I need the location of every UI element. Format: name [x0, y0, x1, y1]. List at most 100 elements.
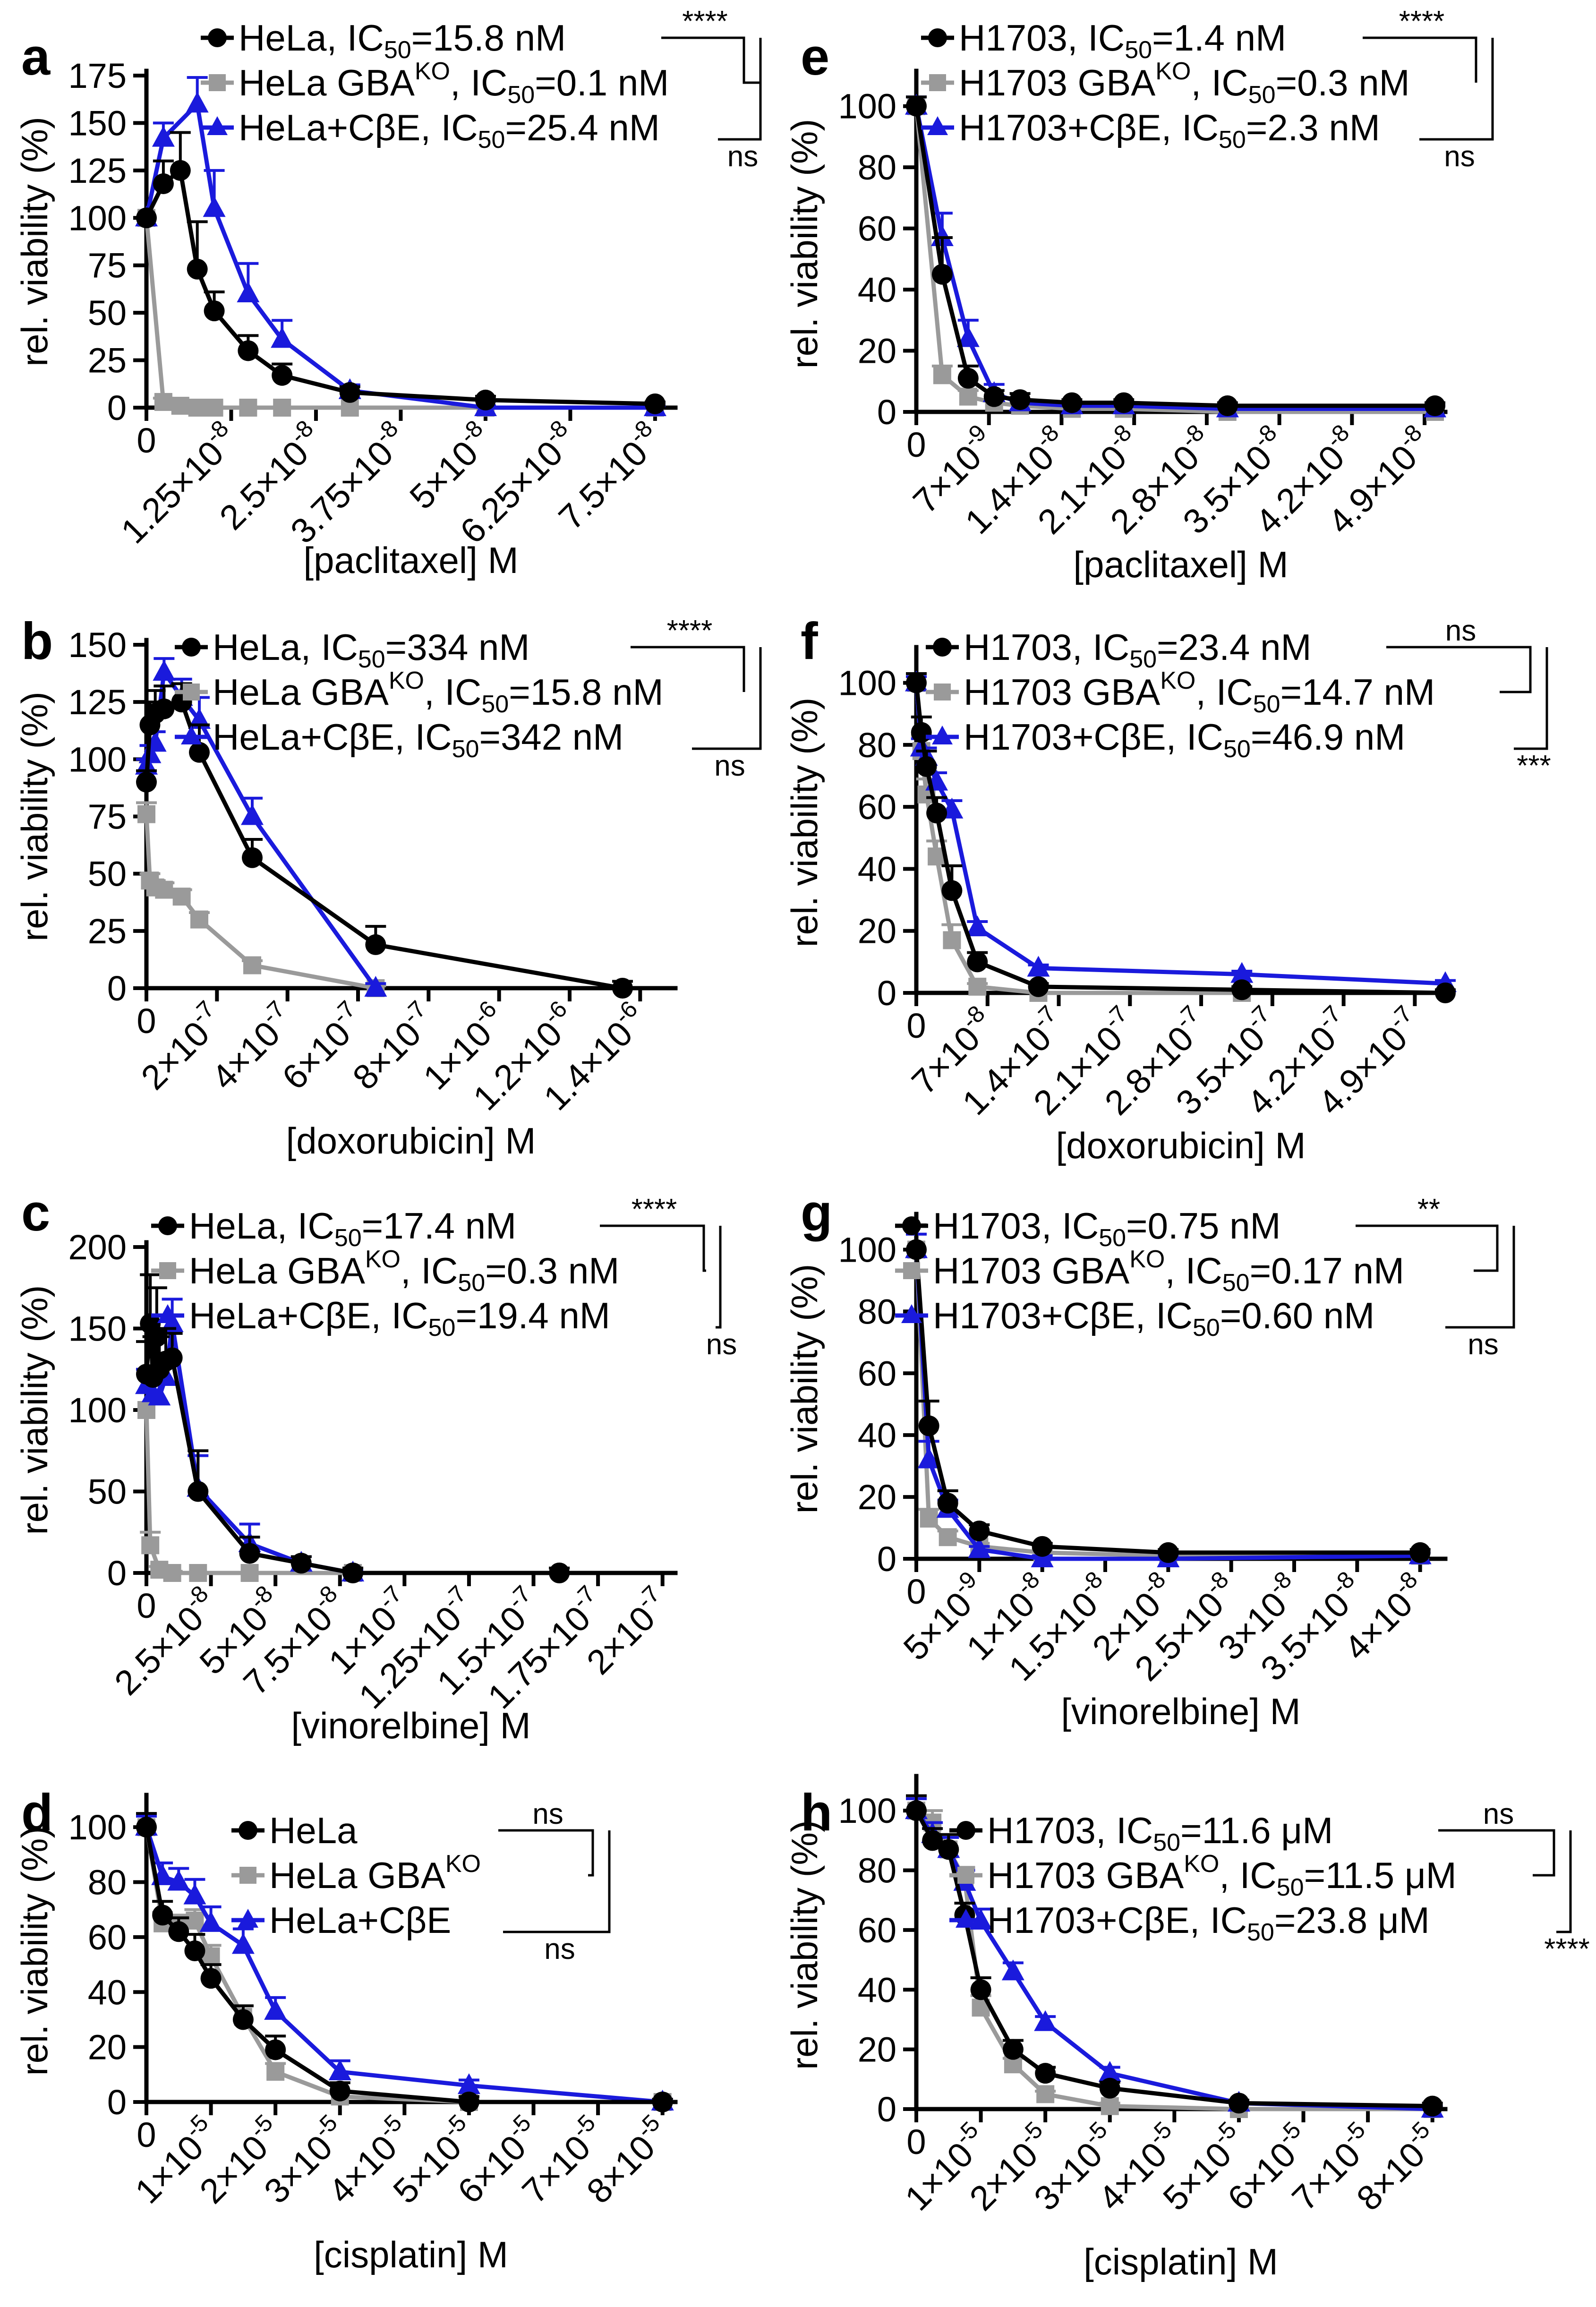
y-axis-title: rel. viability (%)	[784, 698, 825, 948]
data-point	[240, 1564, 259, 1582]
legend-marker	[933, 638, 952, 657]
x-tick-label: 0	[906, 425, 926, 464]
legend-label: H1703, IC50=0.75 nM	[933, 1205, 1280, 1252]
legend-marker	[934, 684, 951, 701]
data-point	[906, 672, 927, 693]
series-line	[144, 1321, 560, 1575]
data-point	[231, 1933, 255, 1954]
y-tick-label: 175	[68, 56, 127, 95]
y-tick-label: 80	[858, 726, 896, 765]
y-tick-label: 20	[858, 912, 896, 951]
y-tick-label: 100	[68, 740, 127, 779]
data-point	[1425, 395, 1446, 417]
legend-marker	[209, 74, 226, 91]
significance-label: ****	[682, 5, 728, 38]
legend-label: HeLa GBAKO, IC50=0.3 nM	[189, 1246, 619, 1297]
legend-marker	[929, 74, 946, 91]
data-point	[906, 1239, 927, 1260]
data-point	[1001, 1959, 1024, 1981]
panel-c: c05010015020002.5×10-85×10-87.5×10-81×10…	[14, 1184, 737, 1746]
tick-mantissa: 0	[137, 1586, 156, 1625]
panel-letter: b	[21, 612, 53, 670]
y-tick-label: 40	[858, 1416, 896, 1455]
y-tick-label: 100	[838, 1230, 896, 1269]
data-point	[264, 1999, 287, 2020]
data-point	[365, 934, 386, 955]
legend-label: HeLa GBAKO, IC50=0.1 nM	[239, 58, 669, 109]
series-H1703	[906, 1794, 1443, 2117]
legend-text: =2.3 nM	[1246, 107, 1380, 148]
y-tick-label: 100	[68, 1391, 127, 1430]
legend-superscript: KO	[1155, 58, 1191, 85]
data-point	[171, 396, 189, 415]
data-point	[1113, 392, 1135, 413]
y-axis-title: rel. viability (%)	[14, 692, 55, 941]
legend-text: , IC	[450, 62, 507, 103]
series-HeLa	[136, 1812, 673, 2112]
y-tick-label: 20	[858, 1478, 896, 1517]
y-tick-label: 25	[88, 341, 127, 380]
data-point	[652, 2092, 673, 2112]
significance-label: **	[1417, 1193, 1440, 1226]
data-point	[189, 742, 210, 763]
y-tick-label: 25	[88, 912, 127, 951]
data-point	[475, 389, 496, 410]
y-tick-label: 125	[68, 683, 127, 722]
legend-marker	[208, 28, 227, 47]
y-tick-label: 60	[858, 787, 896, 827]
significance-label: ****	[632, 1193, 677, 1226]
y-axis-title: rel. viability (%)	[14, 1826, 55, 2076]
legend-subscript: 50	[1222, 1269, 1250, 1297]
legend-text: =334 nM	[385, 626, 530, 668]
legend-text: HeLa	[269, 1810, 358, 1851]
data-point	[243, 956, 261, 974]
bracket-line	[503, 1830, 611, 1933]
significance-brackets: **** ns	[600, 1193, 737, 1361]
tick-mantissa: 0	[906, 2122, 926, 2162]
legend-marker	[183, 684, 200, 701]
data-point	[141, 1536, 160, 1555]
y-axis-title: rel. viability (%)	[784, 119, 825, 369]
bracket-line	[1445, 1226, 1515, 1329]
legend-text: , IC	[1191, 62, 1248, 103]
data-point	[457, 2073, 480, 2094]
legend-label: HeLa, IC50=17.4 nM	[189, 1205, 516, 1252]
data-point	[152, 126, 175, 147]
legend-label: H1703+CβE, IC50=2.3 nM	[959, 107, 1380, 154]
legend-label: H1703, IC50=1.4 nM	[959, 17, 1286, 64]
legend-label: H1703+CβE, IC50=0.60 nM	[933, 1295, 1374, 1341]
legend-text: H1703 GBA	[933, 1250, 1129, 1291]
legend-text: =23.4 nM	[1157, 626, 1311, 668]
legend-label: HeLa, IC50=334 nM	[213, 626, 529, 673]
legend-label: H1703+CβE, IC50=46.9 nM	[964, 716, 1405, 763]
legend-superscript: KO	[1184, 1850, 1219, 1878]
data-point	[188, 399, 206, 417]
significance-label: ****	[1544, 1933, 1590, 1965]
legend-text: HeLa, IC	[189, 1205, 334, 1247]
data-point	[941, 880, 963, 901]
y-tick-label: 0	[877, 1539, 896, 1579]
data-point	[342, 1563, 364, 1583]
y-tick-label: 40	[88, 1973, 127, 2012]
data-point	[188, 1481, 209, 1502]
panel-letter: c	[21, 1184, 50, 1242]
tick-mantissa: 0	[137, 1001, 156, 1041]
y-tick-label: 50	[88, 293, 127, 333]
data-point	[549, 1563, 570, 1583]
legend-superscript: KO	[445, 1850, 481, 1878]
data-point	[943, 931, 961, 949]
y-tick-label: 40	[858, 270, 896, 309]
data-point	[183, 1883, 206, 1905]
data-point	[186, 92, 209, 113]
bracket-line	[1363, 36, 1477, 83]
x-axis-title: [doxorubicin] M	[1056, 1125, 1306, 1166]
legend-subscript: 50	[481, 691, 509, 718]
significance-brackets: ns ns	[498, 1798, 611, 1965]
significance-brackets: **** ns	[1363, 5, 1494, 173]
data-point	[1027, 956, 1050, 977]
legend-marker	[238, 1909, 258, 1928]
